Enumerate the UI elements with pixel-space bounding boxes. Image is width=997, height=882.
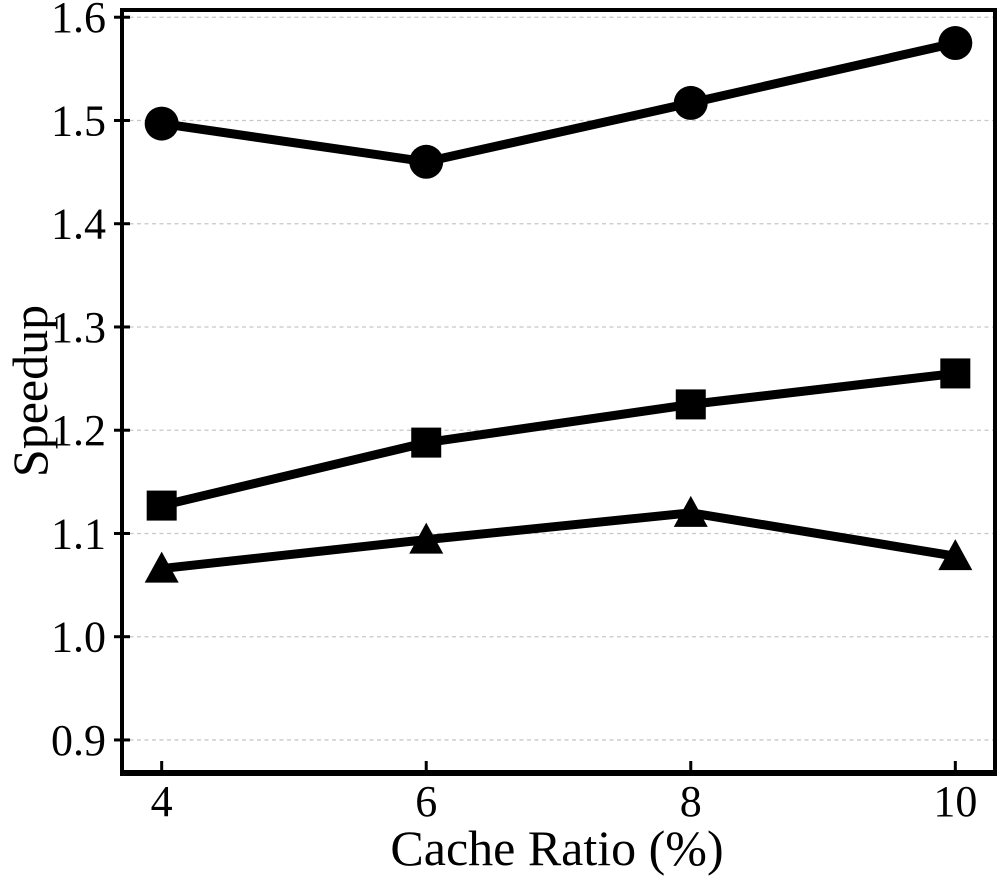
square-marker <box>411 427 442 458</box>
y-tick-label: 1.4 <box>51 200 106 249</box>
y-tick-label: 1.5 <box>51 96 106 145</box>
circle-series-line <box>157 38 960 167</box>
y-tick-label: 1.3 <box>51 303 106 352</box>
triangle-marker <box>144 551 179 583</box>
square-marker <box>940 358 971 389</box>
triangle-series <box>144 495 973 583</box>
square-marker <box>675 389 706 420</box>
circle-marker <box>673 85 708 120</box>
x-axis-label: Cache Ratio (%) <box>390 820 724 876</box>
y-tick-label: 1.6 <box>51 0 106 42</box>
y-tick-label: 0.9 <box>51 716 106 765</box>
circle-series <box>144 26 973 179</box>
circle-marker <box>144 106 179 141</box>
x-tick-label: 6 <box>415 777 437 826</box>
circle-marker <box>409 144 444 179</box>
y-tick-label: 1.1 <box>51 509 106 558</box>
y-tick-label: 1.2 <box>51 406 106 455</box>
gridlines <box>122 16 995 741</box>
triangle-marker <box>409 522 444 554</box>
triangle-series-line <box>157 508 960 574</box>
x-tick-label: 4 <box>151 777 173 826</box>
y-axis: 0.9 1.0 1.1 1.2 1.3 1.4 1.5 1.6 <box>51 0 130 765</box>
triangle-marker <box>938 539 973 571</box>
y-tick-label: 1.0 <box>51 613 106 662</box>
square-series-line <box>157 368 960 511</box>
circle-marker <box>938 26 973 61</box>
square-series <box>146 358 971 521</box>
x-tick-label: 8 <box>680 777 702 826</box>
x-tick-label: 10 <box>933 777 977 826</box>
x-axis: 4 6 8 10 <box>151 761 977 826</box>
square-marker <box>146 490 177 521</box>
y-axis-label: Speedup <box>2 304 58 478</box>
triangle-marker <box>673 495 708 527</box>
plot-border <box>120 8 997 776</box>
